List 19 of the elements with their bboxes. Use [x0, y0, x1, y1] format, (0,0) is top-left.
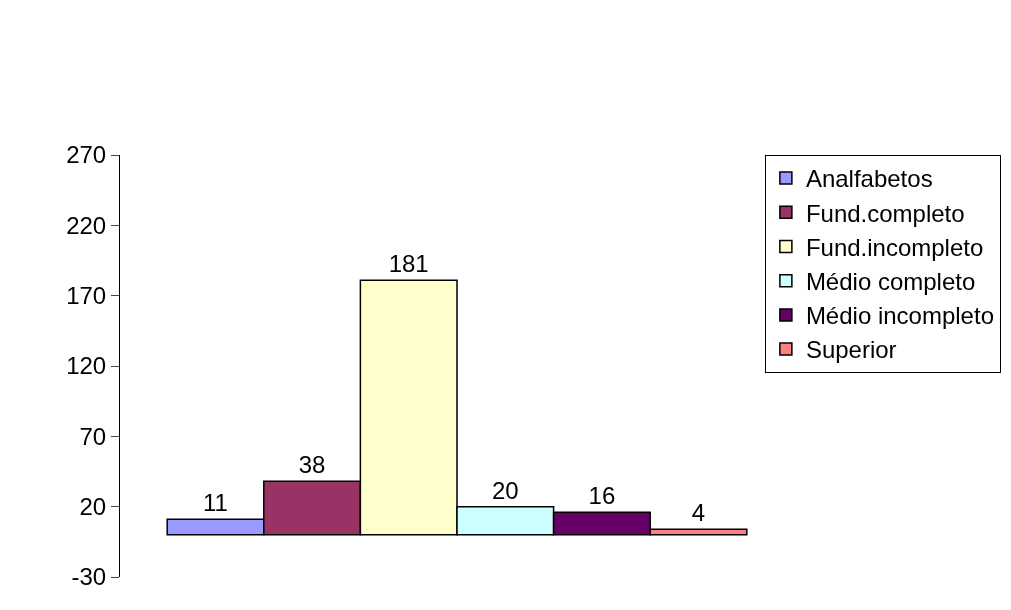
legend-label: Médio incompleto — [805, 302, 994, 330]
y-tick-label: 120 — [66, 352, 107, 380]
data-label: 16 — [588, 482, 616, 510]
data-label: 181 — [388, 250, 429, 278]
data-label: 38 — [298, 451, 326, 479]
y-tick-label: 270 — [66, 141, 107, 169]
y-tick-label: 170 — [66, 282, 107, 310]
data-label: 4 — [691, 499, 706, 527]
y-tick-label: 20 — [79, 493, 107, 521]
y-tick-label: 220 — [66, 211, 107, 239]
y-tick-label: 70 — [79, 422, 107, 450]
legend-label: Analfabetos — [805, 165, 933, 193]
legend-label: Fund.completo — [805, 199, 965, 227]
legend-label: Superior — [805, 336, 897, 364]
legend-label: Médio completo — [805, 268, 976, 296]
y-tick-label: -30 — [71, 563, 107, 591]
data-label: 11 — [203, 489, 228, 517]
data-label: 20 — [491, 476, 519, 504]
legend-label: Fund.incompleto — [805, 233, 984, 261]
